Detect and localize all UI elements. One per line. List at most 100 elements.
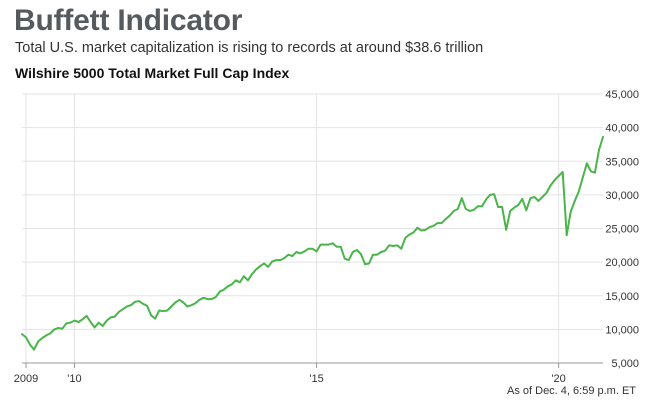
data-point [392,245,394,247]
data-point [335,245,338,248]
data-point [481,205,483,208]
data-point [436,222,439,224]
data-point [194,302,197,304]
data-point [440,222,443,224]
data-point [214,296,217,298]
data-point [537,200,540,202]
data-point [222,288,225,291]
data-point [469,210,471,212]
data-point [460,197,463,200]
data-point [150,314,152,317]
data-point [29,344,31,346]
data-point [218,290,221,293]
data-point [456,208,459,210]
data-point [158,309,160,312]
page-title: Buffett Indicator [14,4,243,37]
data-point [561,171,564,173]
data-point [251,273,253,276]
data-point [126,305,128,308]
data-point [485,198,487,201]
data-point [142,303,144,305]
x-axis [22,362,603,368]
data-point [130,304,132,306]
data-point [577,190,580,193]
data-point [81,318,84,321]
data-point [303,250,306,253]
data-point [73,319,76,322]
data-point [202,296,205,299]
data-point [295,251,298,253]
y-tick-label: 15,000 [605,291,639,303]
data-point [501,206,503,208]
data-point [573,200,576,202]
y-tick-label: 10,000 [605,324,639,336]
data-point [25,336,27,339]
data-point [206,298,209,300]
data-point [529,197,532,200]
data-point [400,247,403,250]
x-tick-label: '15 [309,373,323,385]
data-point [343,257,346,260]
data-point [97,321,100,324]
data-point [49,332,52,335]
data-point [565,234,568,237]
data-point [327,243,330,246]
data-point [590,170,592,173]
data-point [231,283,233,286]
series-line [21,136,604,351]
data-point [376,253,378,256]
data-point [146,305,148,307]
data-point [505,229,507,231]
data-point [557,175,560,177]
data-point [263,262,265,265]
data-point [408,233,411,236]
x-axis-tick-labels: 2009 '10 '15 '20 [14,373,566,385]
data-point [582,176,584,179]
data-point [569,210,572,213]
data-point [432,225,435,227]
data-point [283,257,286,259]
x-tick-label: '20 [551,373,565,385]
data-point [85,315,88,317]
chart-title: Wilshire 5000 Total Market Full Cap Inde… [15,65,290,81]
data-point [53,328,56,331]
data-point [598,149,600,151]
data-point [77,321,80,323]
data-point [174,301,177,304]
y-tick-label: 35,000 [605,156,639,168]
data-point [412,231,415,234]
data-point [186,305,189,308]
data-point [311,247,314,250]
data-point [521,198,524,200]
data-point [93,326,96,329]
data-point [513,206,516,209]
data-point [364,263,366,265]
data-point [489,194,491,196]
data-point [315,250,318,253]
data-point [267,266,269,268]
data-point [420,229,423,232]
data-point [210,298,213,300]
data-point [497,206,499,208]
data-point [299,252,302,255]
y-tick-label: 25,000 [605,224,639,236]
data-point [448,214,451,217]
data-point [239,281,241,284]
data-point [178,298,181,301]
data-point [255,268,257,271]
data-point [109,316,112,319]
data-point [352,251,354,253]
data-point [198,298,201,301]
y-tick-label: 30,000 [605,190,639,202]
data-point [279,259,282,261]
y-tick-label: 5,000 [611,358,639,370]
data-point [65,322,68,325]
data-point [465,208,467,210]
data-point [271,260,273,263]
data-point [41,337,43,339]
data-point [134,301,136,303]
data-point [473,208,475,211]
data-point [61,327,64,330]
data-point [356,249,358,251]
